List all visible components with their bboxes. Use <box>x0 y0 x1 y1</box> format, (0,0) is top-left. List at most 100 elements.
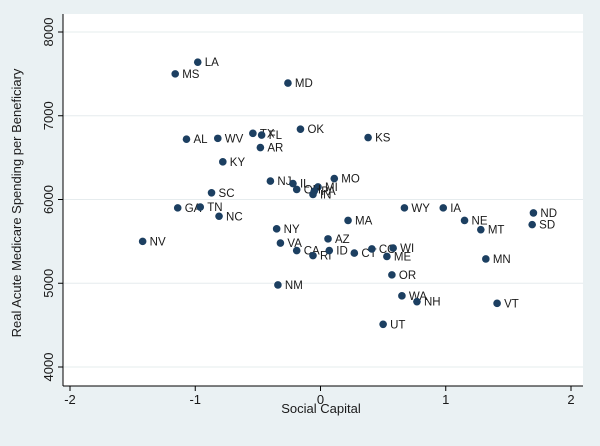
data-point-nh <box>413 297 421 306</box>
data-point-az <box>324 235 332 243</box>
data-point-in <box>309 190 317 199</box>
point-label-la: LA <box>205 57 219 69</box>
y-axis-title: Real Acute Medicare Spending per Benefic… <box>9 68 24 337</box>
point-label-tn: TN <box>207 202 222 214</box>
point-label-sd: SD <box>539 220 555 232</box>
data-point-nv <box>138 237 147 246</box>
data-point-me <box>383 252 391 261</box>
point-label-fl: FL <box>269 130 283 142</box>
point-label-ky: KY <box>230 157 246 169</box>
gridlines <box>63 31 583 368</box>
data-point-ar <box>256 143 265 152</box>
point-label-or: OR <box>399 270 416 282</box>
data-point-wa <box>398 292 406 300</box>
point-label-id: ID <box>336 246 348 258</box>
point-label-vt: VT <box>504 298 519 310</box>
data-point-wy <box>400 204 409 212</box>
point-label-nh: NH <box>424 297 441 309</box>
data-point-fl <box>257 131 266 139</box>
point-label-ia: IA <box>450 203 461 215</box>
data-point-ne <box>460 216 469 225</box>
data-point-wv <box>213 134 222 143</box>
data-point-sc <box>207 189 216 197</box>
data-point-mo <box>330 174 339 183</box>
data-point-ri <box>309 251 317 260</box>
data-point-ny <box>272 225 281 233</box>
data-point-tx <box>249 129 257 138</box>
point-label-az: AZ <box>335 234 350 246</box>
point-label-mn: MN <box>493 254 511 266</box>
data-point-ms <box>171 70 180 78</box>
point-label-al: AL <box>193 134 208 146</box>
point-label-nd: ND <box>540 208 557 220</box>
data-point-or <box>388 271 396 279</box>
point-label-wy: WY <box>411 203 430 215</box>
data-point-nj <box>266 177 275 185</box>
point-label-nc: NC <box>226 211 243 223</box>
point-label-mt: MT <box>488 225 505 237</box>
point-label-nj: NJ <box>277 176 291 188</box>
point-label-ny: NY <box>284 224 300 236</box>
point-label-mo: MO <box>341 174 360 186</box>
y-tick-label: 6000 <box>41 185 56 214</box>
data-point-ca <box>292 246 301 255</box>
point-label-mi: MI <box>325 182 338 194</box>
data-point-ct <box>350 249 359 257</box>
data-point-ks <box>364 133 372 142</box>
data-point-ut <box>379 320 387 329</box>
point-label-wi: WI <box>400 243 414 255</box>
point-label-in: IN <box>320 189 332 201</box>
data-point-il <box>289 179 297 188</box>
data-point-ky <box>219 158 227 166</box>
point-label-pa: PA <box>321 186 336 198</box>
point-label-va: VA <box>287 238 302 250</box>
point-label-ut: UT <box>390 319 405 331</box>
point-label-ar: AR <box>267 143 283 155</box>
data-point-la <box>193 58 202 66</box>
data-point-nd <box>529 209 538 217</box>
y-tick-label: 5000 <box>41 269 56 298</box>
data-point-ga <box>173 204 182 212</box>
data-point-vt <box>493 299 501 308</box>
point-label-wa: WA <box>409 291 427 303</box>
y-tick-label: 7000 <box>41 101 56 130</box>
data-point-nm <box>274 281 282 289</box>
data-point-va <box>276 239 285 247</box>
data-point-oh <box>292 185 301 194</box>
x-tick-label: 0 <box>317 392 324 407</box>
point-label-nv: NV <box>150 236 166 248</box>
point-label-nm: NM <box>285 280 303 292</box>
data-point-ia <box>439 204 448 212</box>
ticks: 4000 5000 6000 7000 8000 -2 -1 0 1 2 <box>41 18 575 407</box>
data-point-sd <box>528 220 536 229</box>
x-tick-label: -1 <box>189 392 201 407</box>
point-label-ms: MS <box>182 69 200 81</box>
data-point-tn <box>196 203 205 211</box>
point-label-il: IL <box>300 179 310 191</box>
data-points: LAMSMDOKKSTXFLWVALARKYMONJILMIOHPAINSCGA… <box>138 57 557 331</box>
data-point-co <box>368 245 376 253</box>
point-label-ks: KS <box>375 133 391 145</box>
point-label-me: ME <box>394 251 412 263</box>
point-label-ma: MA <box>355 215 373 227</box>
data-point-id <box>325 246 334 255</box>
data-point-md <box>284 79 292 87</box>
data-point-al <box>182 135 191 143</box>
point-label-sc: SC <box>219 188 235 200</box>
point-label-ri: RI <box>320 251 332 263</box>
data-point-ok <box>296 125 305 133</box>
x-tick-label: 2 <box>567 392 574 407</box>
x-tick-label: -2 <box>64 392 76 407</box>
point-label-md: MD <box>295 78 313 90</box>
point-label-ok: OK <box>307 124 324 136</box>
point-label-ne: NE <box>472 215 488 227</box>
data-point-ma <box>344 216 352 225</box>
y-tick-label: 8000 <box>41 18 56 47</box>
y-tick-label: 4000 <box>41 353 56 382</box>
x-tick-label: 1 <box>442 392 449 407</box>
x-axis-title: Social Capital <box>281 401 361 416</box>
data-point-mt <box>477 225 485 234</box>
data-point-wi <box>389 244 397 252</box>
